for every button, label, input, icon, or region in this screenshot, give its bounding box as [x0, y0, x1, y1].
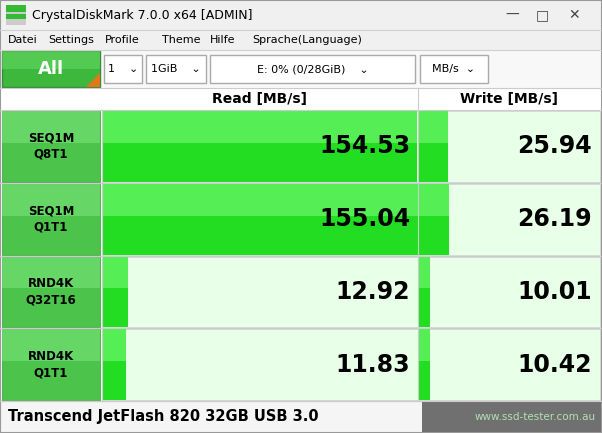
Text: Read [MB/s]: Read [MB/s] — [213, 92, 308, 106]
Text: Write [MB/s]: Write [MB/s] — [460, 92, 558, 106]
Bar — [102, 256, 128, 288]
Text: 154.53: 154.53 — [319, 134, 410, 158]
Bar — [102, 111, 417, 143]
Text: Settings: Settings — [48, 35, 94, 45]
Text: 26.19: 26.19 — [517, 207, 592, 231]
Text: Sprache(Language): Sprache(Language) — [252, 35, 362, 45]
Bar — [418, 111, 600, 182]
Bar — [418, 111, 448, 143]
Bar — [418, 184, 448, 216]
Bar — [418, 184, 600, 255]
Bar — [418, 111, 448, 182]
Bar — [102, 329, 418, 400]
Bar — [210, 55, 415, 83]
Bar — [418, 184, 448, 255]
Bar — [102, 184, 418, 255]
Bar — [0, 401, 602, 433]
Bar — [2, 184, 100, 216]
Text: Theme: Theme — [162, 35, 200, 45]
Text: 155.04: 155.04 — [319, 207, 410, 231]
Text: 10.42: 10.42 — [518, 352, 592, 377]
Bar — [104, 55, 142, 83]
Bar — [418, 329, 600, 400]
Bar — [418, 256, 600, 327]
Text: SEQ1M
Q8T1: SEQ1M Q8T1 — [28, 132, 74, 161]
Bar — [2, 329, 100, 400]
Text: www.ssd-tester.com.au: www.ssd-tester.com.au — [475, 412, 596, 422]
Text: RND4K
Q32T16: RND4K Q32T16 — [26, 278, 76, 307]
Polygon shape — [86, 73, 100, 87]
Bar — [0, 50, 602, 88]
Bar — [102, 111, 418, 182]
Bar — [422, 401, 602, 433]
Text: —: — — [505, 8, 519, 22]
Text: ✕: ✕ — [568, 8, 580, 22]
Bar — [102, 256, 418, 327]
Bar — [102, 184, 418, 216]
Text: E: 0% (0/28GiB)    ⌄: E: 0% (0/28GiB) ⌄ — [256, 64, 368, 74]
Bar — [2, 111, 100, 143]
Text: All: All — [38, 60, 64, 78]
Text: Transcend JetFlash 820 32GB USB 3.0: Transcend JetFlash 820 32GB USB 3.0 — [8, 410, 318, 424]
Text: 11.83: 11.83 — [335, 352, 410, 377]
Bar — [2, 256, 100, 327]
Bar — [418, 329, 430, 400]
Text: RND4K
Q1T1: RND4K Q1T1 — [28, 350, 74, 379]
Bar — [102, 329, 126, 400]
Text: SEQ1M
Q1T1: SEQ1M Q1T1 — [28, 205, 74, 234]
Text: 25.94: 25.94 — [517, 134, 592, 158]
Text: 1GiB    ⌄: 1GiB ⌄ — [151, 64, 201, 74]
Bar — [418, 256, 430, 327]
Bar — [6, 5, 26, 25]
Bar — [102, 184, 418, 255]
Bar — [6, 5, 26, 12]
Bar — [2, 51, 100, 87]
Bar — [2, 111, 100, 182]
Text: Profile: Profile — [105, 35, 140, 45]
Text: 10.01: 10.01 — [517, 280, 592, 304]
Bar — [146, 55, 206, 83]
Bar — [102, 256, 128, 327]
Bar — [2, 51, 100, 69]
Bar — [418, 256, 430, 288]
Bar — [420, 55, 488, 83]
Text: 12.92: 12.92 — [335, 280, 410, 304]
Bar — [102, 111, 417, 182]
Bar — [0, 0, 602, 30]
Bar — [2, 184, 100, 255]
Bar — [102, 329, 126, 361]
Text: 1    ⌄: 1 ⌄ — [108, 64, 138, 74]
Bar — [6, 14, 26, 19]
Bar — [0, 88, 602, 110]
Text: Datei: Datei — [8, 35, 38, 45]
Bar — [0, 30, 602, 50]
Text: MB/s  ⌄: MB/s ⌄ — [432, 64, 476, 74]
Bar — [418, 329, 430, 361]
Bar — [2, 329, 100, 361]
Text: □: □ — [535, 8, 548, 22]
Bar — [2, 256, 100, 288]
Text: CrystalDiskMark 7.0.0 x64 [ADMIN]: CrystalDiskMark 7.0.0 x64 [ADMIN] — [32, 9, 252, 22]
Text: Hilfe: Hilfe — [210, 35, 235, 45]
